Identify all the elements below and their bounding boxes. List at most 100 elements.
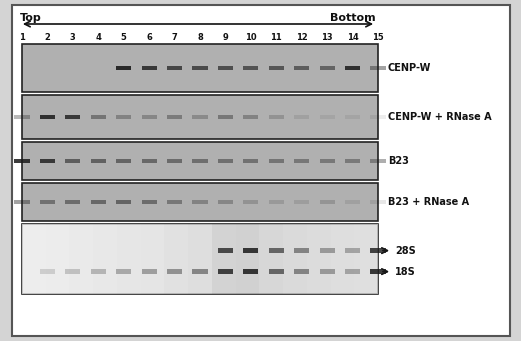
Bar (269, 248, 284, 253)
Bar (22, 95, 378, 139)
Bar (192, 269, 208, 274)
Bar (294, 66, 309, 70)
Bar (218, 159, 233, 163)
Text: 6: 6 (146, 32, 152, 42)
Bar (192, 200, 208, 204)
Text: 3: 3 (70, 32, 76, 42)
Bar (269, 115, 284, 119)
Bar (167, 66, 182, 70)
Bar (243, 200, 258, 204)
Bar (40, 159, 55, 163)
Bar (243, 159, 258, 163)
Bar (370, 200, 386, 204)
Bar (65, 269, 80, 274)
Bar (116, 269, 131, 274)
Bar (269, 269, 284, 274)
Bar (167, 115, 182, 119)
Bar (345, 200, 360, 204)
Bar (319, 248, 335, 253)
Bar (15, 115, 30, 119)
Bar (218, 248, 233, 253)
Bar (69, 224, 93, 294)
Bar (294, 115, 309, 119)
Bar (142, 159, 157, 163)
Bar (91, 159, 106, 163)
Bar (65, 200, 80, 204)
Bar (345, 66, 360, 70)
Bar (22, 183, 378, 221)
Bar (294, 269, 309, 274)
Bar (22, 142, 378, 180)
Text: B23: B23 (388, 156, 409, 166)
Text: CENP-W + RNase A: CENP-W + RNase A (388, 112, 492, 122)
Bar (345, 248, 360, 253)
Bar (283, 224, 307, 294)
Text: 4: 4 (95, 32, 101, 42)
Bar (345, 159, 360, 163)
Bar (165, 224, 188, 294)
Bar (370, 159, 386, 163)
Bar (15, 159, 30, 163)
Bar (65, 159, 80, 163)
Text: 10: 10 (245, 32, 257, 42)
Bar (345, 269, 360, 274)
Text: 11: 11 (270, 32, 282, 42)
Text: Bottom: Bottom (330, 13, 376, 23)
Text: B23 + RNase A: B23 + RNase A (388, 197, 469, 207)
Bar (22, 224, 378, 294)
Bar (330, 224, 354, 294)
Text: 7: 7 (172, 32, 178, 42)
Bar (269, 200, 284, 204)
Bar (319, 269, 335, 274)
Bar (142, 115, 157, 119)
Bar (370, 248, 386, 253)
Bar (243, 66, 258, 70)
Bar (15, 200, 30, 204)
Text: CENP-W: CENP-W (388, 63, 431, 73)
Text: 13: 13 (321, 32, 333, 42)
Text: 2: 2 (44, 32, 51, 42)
Bar (319, 200, 335, 204)
Bar (294, 200, 309, 204)
Bar (116, 115, 131, 119)
Bar (370, 66, 386, 70)
Bar (116, 200, 131, 204)
Bar (294, 248, 309, 253)
Bar (235, 224, 259, 294)
Bar (91, 200, 106, 204)
Bar (188, 224, 212, 294)
Bar (167, 269, 182, 274)
Bar (93, 224, 117, 294)
Bar (259, 224, 283, 294)
Text: 8: 8 (197, 32, 203, 42)
Bar (319, 66, 335, 70)
Bar (370, 115, 386, 119)
Text: 15: 15 (372, 32, 384, 42)
Bar (40, 269, 55, 274)
Bar (116, 66, 131, 70)
Bar (370, 269, 386, 274)
Bar (345, 115, 360, 119)
Text: 1: 1 (19, 32, 25, 42)
Bar (46, 224, 69, 294)
Bar (142, 269, 157, 274)
Bar (212, 224, 235, 294)
Bar (142, 200, 157, 204)
Bar (22, 224, 46, 294)
Bar (117, 224, 141, 294)
Text: 5: 5 (121, 32, 127, 42)
Text: 12: 12 (296, 32, 307, 42)
Bar (192, 159, 208, 163)
Bar (65, 115, 80, 119)
Bar (22, 44, 378, 92)
Bar (192, 66, 208, 70)
Bar (91, 115, 106, 119)
Bar (192, 115, 208, 119)
Bar (142, 66, 157, 70)
Text: Top: Top (20, 13, 42, 23)
Bar (243, 115, 258, 119)
Bar (243, 248, 258, 253)
Bar (218, 269, 233, 274)
Bar (307, 224, 330, 294)
Bar (354, 224, 378, 294)
